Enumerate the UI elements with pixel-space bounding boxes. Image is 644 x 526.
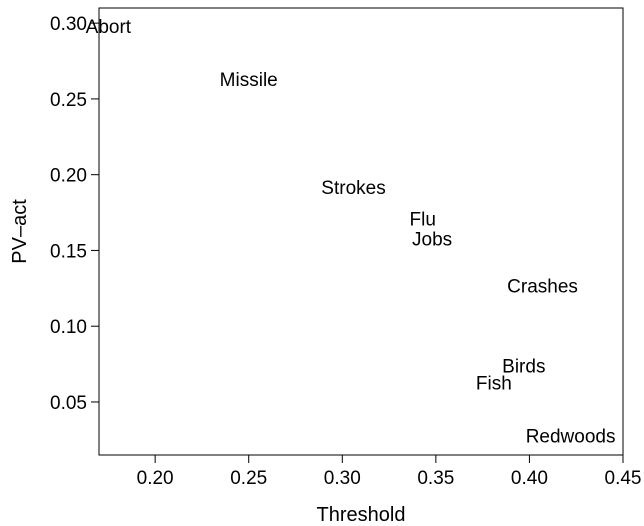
y-axis-title: PV–act — [9, 199, 31, 264]
plot-border — [98, 7, 624, 456]
point-label-crashes: Crashes — [507, 276, 578, 297]
plot-area — [98, 7, 624, 456]
point-label-redwoods: Redwoods — [526, 426, 616, 447]
x-tick-label: 0.35 — [417, 468, 454, 489]
x-axis-title: Threshold — [317, 504, 406, 526]
x-tick-label: 0.45 — [605, 468, 642, 489]
y-tick-label: 0.30 — [50, 14, 87, 35]
point-label-missile: Missile — [220, 70, 278, 91]
point-label-abort: Abort — [86, 17, 132, 38]
y-axis: 0.05 0.10 0.15 0.20 0.25 0.30 — [50, 14, 99, 414]
y-tick-label: 0.10 — [50, 317, 87, 338]
y-tick-label: 0.15 — [50, 241, 87, 262]
y-tick-label: 0.20 — [50, 166, 87, 187]
y-tick-label: 0.05 — [50, 393, 87, 414]
y-tick-label: 0.25 — [50, 90, 87, 111]
x-tick-label: 0.25 — [230, 468, 267, 489]
point-label-strokes: Strokes — [321, 178, 385, 199]
point-label-jobs: Jobs — [412, 229, 452, 250]
x-tick-label: 0.20 — [137, 468, 174, 489]
x-axis: 0.20 0.25 0.30 0.35 0.40 0.45 — [137, 455, 642, 489]
x-tick-label: 0.30 — [324, 468, 361, 489]
x-tick-label: 0.40 — [511, 468, 548, 489]
point-label-fish: Fish — [476, 373, 512, 394]
point-label-flu: Flu — [410, 210, 436, 231]
point-label-birds: Birds — [502, 357, 545, 378]
